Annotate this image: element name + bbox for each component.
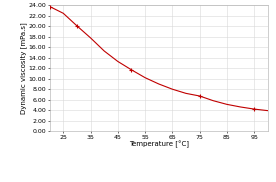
Y-axis label: Dynamic viscosity [mPa.s]: Dynamic viscosity [mPa.s] <box>20 22 27 114</box>
X-axis label: Temperature [°C]: Temperature [°C] <box>129 141 189 148</box>
